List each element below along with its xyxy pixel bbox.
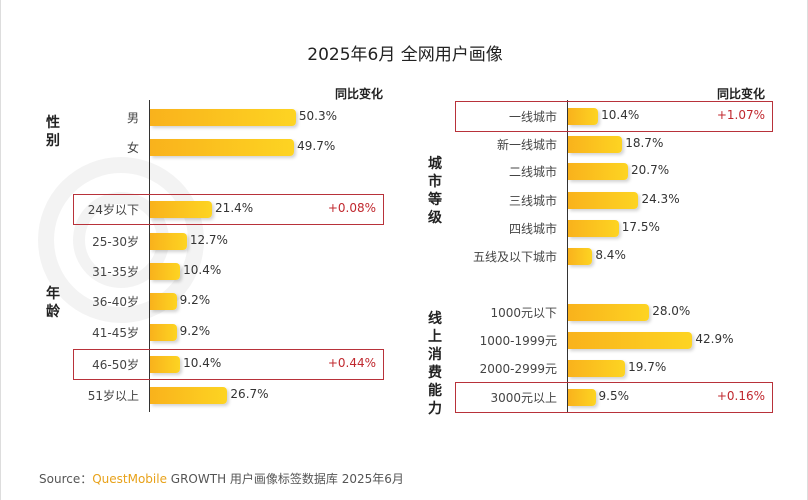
axis-line [567,100,568,412]
highlight-box [73,194,384,225]
category-label: 25-30岁 [92,235,139,249]
bar [568,304,650,321]
highlight-box [455,382,773,413]
bar [568,192,639,209]
value-label: 49.7% [297,139,336,153]
bar [568,332,693,349]
source-prefix: Source： [39,472,93,486]
bar [568,248,593,265]
bar [568,136,623,153]
bar [568,163,629,180]
category-label: 31-35岁 [92,265,139,279]
source-brand: QuestMobile [92,472,167,486]
value-label: 50.3% [298,109,337,123]
change-label: +1.07% [716,108,765,122]
category-label: 41-45岁 [92,326,139,340]
category-label: 二线城市 [508,165,557,179]
value-label: 42.9% [695,332,734,346]
group-label: 性别 [46,115,60,149]
bar [150,356,181,373]
category-label: 女 [126,141,139,155]
bar [150,293,177,310]
highlight-box [455,101,773,132]
category-label: 男 [126,111,139,125]
bar [568,360,626,377]
value-label: 12.7% [189,233,228,247]
value-label: 28.0% [652,304,691,318]
category-label: 一线城市 [508,110,557,124]
change-label: +0.08% [327,201,376,215]
bar [150,324,177,341]
bar [150,201,213,218]
bar [150,233,187,250]
value-label: 20.7% [631,163,670,177]
category-label: 3000元以上 [490,391,557,405]
category-label: 36-40岁 [92,295,139,309]
value-label: 24.3% [641,192,680,206]
highlight-box [73,349,384,380]
value-label: 9.2% [179,324,211,338]
value-label: 19.7% [628,360,667,374]
category-label: 四线城市 [508,222,557,236]
group-label: 年龄 [46,286,60,320]
value-label: 18.7% [625,136,664,150]
bar [150,387,228,404]
chart-title: 2025年6月 全网用户画像 [307,45,503,65]
value-label: 9.5% [598,389,630,403]
value-label: 10.4% [183,263,222,277]
source-text: GROWTH 用户画像标签数据库 2025年6月 [166,472,404,486]
source-note: Source：QuestMobile GROWTH 用户画像标签数据库 2025… [39,470,404,487]
bar [150,139,295,156]
category-label: 51岁以上 [87,389,139,403]
category-label: 新一线城市 [496,138,557,152]
value-label: 26.7% [230,387,269,401]
bar [568,220,619,237]
category-label: 2000-2999元 [479,362,557,376]
bar [568,108,599,125]
value-label: 10.4% [183,356,222,370]
group-label: 线上消费能力 [428,311,442,417]
category-label: 1000元以下 [490,306,557,320]
value-label: 9.2% [179,293,211,307]
group-label: 城市等级 [428,156,442,226]
value-label: 8.4% [595,248,626,262]
change-label: +0.44% [327,356,376,370]
category-label: 三线城市 [508,194,557,208]
value-label: 17.5% [621,220,660,234]
category-label: 五线及以下城市 [472,250,557,264]
bar [150,263,181,280]
axis-line [149,100,150,412]
value-label: 10.4% [601,108,640,122]
change-label: +0.16% [716,389,765,403]
category-label: 46-50岁 [92,358,139,372]
right-change-header: 同比变化 [717,87,766,101]
bar [150,109,296,126]
category-label: 1000-1999元 [479,334,557,348]
left-change-header: 同比变化 [335,87,384,101]
value-label: 21.4% [215,201,254,215]
bar [568,389,596,406]
category-label: 24岁以下 [87,203,139,217]
